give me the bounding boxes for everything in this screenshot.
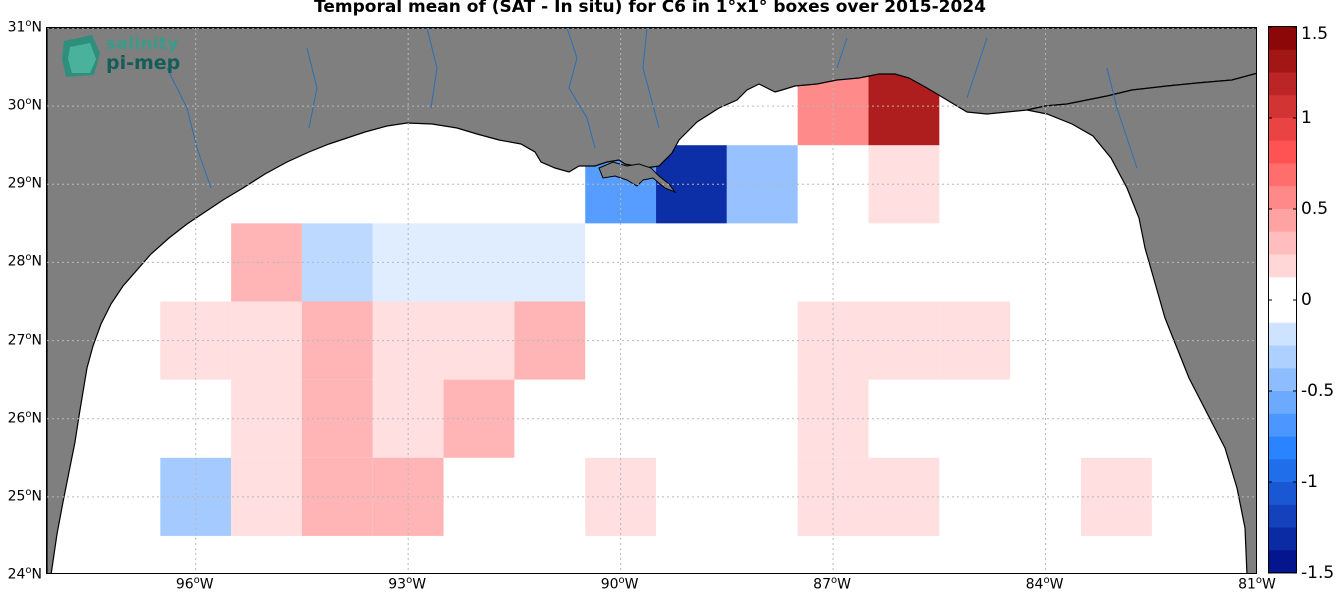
latitude-tick-label: 30oN: [7, 96, 42, 114]
colorbar-tick-label: 0: [1301, 290, 1312, 310]
colorbar-tick-label: -0.5: [1301, 381, 1335, 401]
latitude-tick-label: 28oN: [7, 252, 42, 271]
colorbar-segment: [1269, 322, 1296, 346]
colorbar-segment: [1269, 482, 1296, 506]
latitude-tick-label: 27oN: [7, 330, 42, 349]
graticule: [47, 28, 1256, 573]
colorbar-segment: [1269, 27, 1296, 51]
latitude-tick-label: 26oN: [7, 408, 42, 427]
logo-shape-front: [68, 43, 96, 73]
chart-title: Temporal mean of (SAT - In situ) for C6 …: [314, 0, 986, 17]
colorbar-segment: [1269, 527, 1296, 551]
colorbar-tick-label: -1: [1301, 472, 1318, 492]
colorbar-tick-label: -1.5: [1301, 563, 1335, 583]
colorbar-tick-label: 0.5: [1301, 199, 1329, 219]
land-florida: [1026, 72, 1256, 573]
land-north-coast: [47, 28, 1256, 573]
colorbar-segment: [1269, 95, 1296, 119]
colorbar-segment: [1269, 254, 1296, 278]
longitude-tick-label: 87oW: [813, 575, 851, 593]
anomaly-box: [1080, 457, 1152, 536]
colorbar-segment: [1269, 459, 1296, 483]
colorbar-segment: [1269, 550, 1296, 574]
colorbar-segment: [1269, 163, 1296, 187]
colorbar-segment: [1269, 436, 1296, 460]
anomaly-boxes: [160, 67, 1152, 536]
colorbar-segment: [1269, 231, 1296, 255]
anomaly-box: [231, 379, 302, 458]
salinity-pimep-logo: [62, 35, 100, 77]
colorbar-tick-label: 1: [1301, 108, 1312, 128]
latitude-tick-label: 31oN: [7, 18, 42, 36]
anomaly-box: [231, 301, 302, 380]
anomaly-box: [514, 223, 586, 302]
colorbar-segment: [1269, 504, 1296, 528]
colorbar-segment: [1269, 209, 1296, 233]
latitude-tick-label: 24oN: [7, 565, 42, 583]
colorbar-ticks: [1268, 26, 1297, 574]
colorbar-segment: [1269, 140, 1296, 164]
logo-text-salinity: salinity: [106, 34, 179, 54]
logo-text-pimep: pi-mep: [106, 52, 181, 74]
colorbar-segment: [1269, 391, 1296, 415]
colorbar-segment: [1269, 72, 1296, 96]
longitude-tick-label: 84oW: [1025, 575, 1064, 593]
map-canvas: [47, 28, 1256, 573]
anomaly-box: [231, 457, 302, 536]
colorbar-segment: [1269, 49, 1296, 73]
latitude-tick-label: 29oN: [7, 174, 42, 192]
anomaly-box: [514, 301, 586, 380]
latitude-tick-label: 25oN: [7, 486, 42, 505]
longitude-tick-label: 90oW: [600, 575, 639, 593]
colorbar-segment: [1269, 186, 1296, 210]
colorbar-segment: [1269, 300, 1296, 324]
longitude-tick-label: 81oW: [1238, 575, 1276, 593]
colorbar-gradient: [1269, 27, 1296, 574]
rivers: [166, 28, 1138, 189]
anomaly-box: [939, 301, 1011, 380]
colorbar-segment: [1269, 118, 1296, 142]
map-plot-area: [46, 27, 1257, 574]
colorbar-segment: [1269, 345, 1296, 369]
anomaly-box: [231, 223, 302, 302]
colorbar: [1268, 26, 1297, 574]
colorbar-segment: [1269, 413, 1296, 437]
colorbar-segment: [1269, 368, 1296, 392]
colorbar-segment: [1269, 277, 1296, 301]
colorbar-tick-label: 1.5: [1301, 24, 1329, 44]
longitude-tick-label: 93oW: [388, 575, 427, 593]
longitude-tick-label: 96oW: [175, 575, 214, 593]
